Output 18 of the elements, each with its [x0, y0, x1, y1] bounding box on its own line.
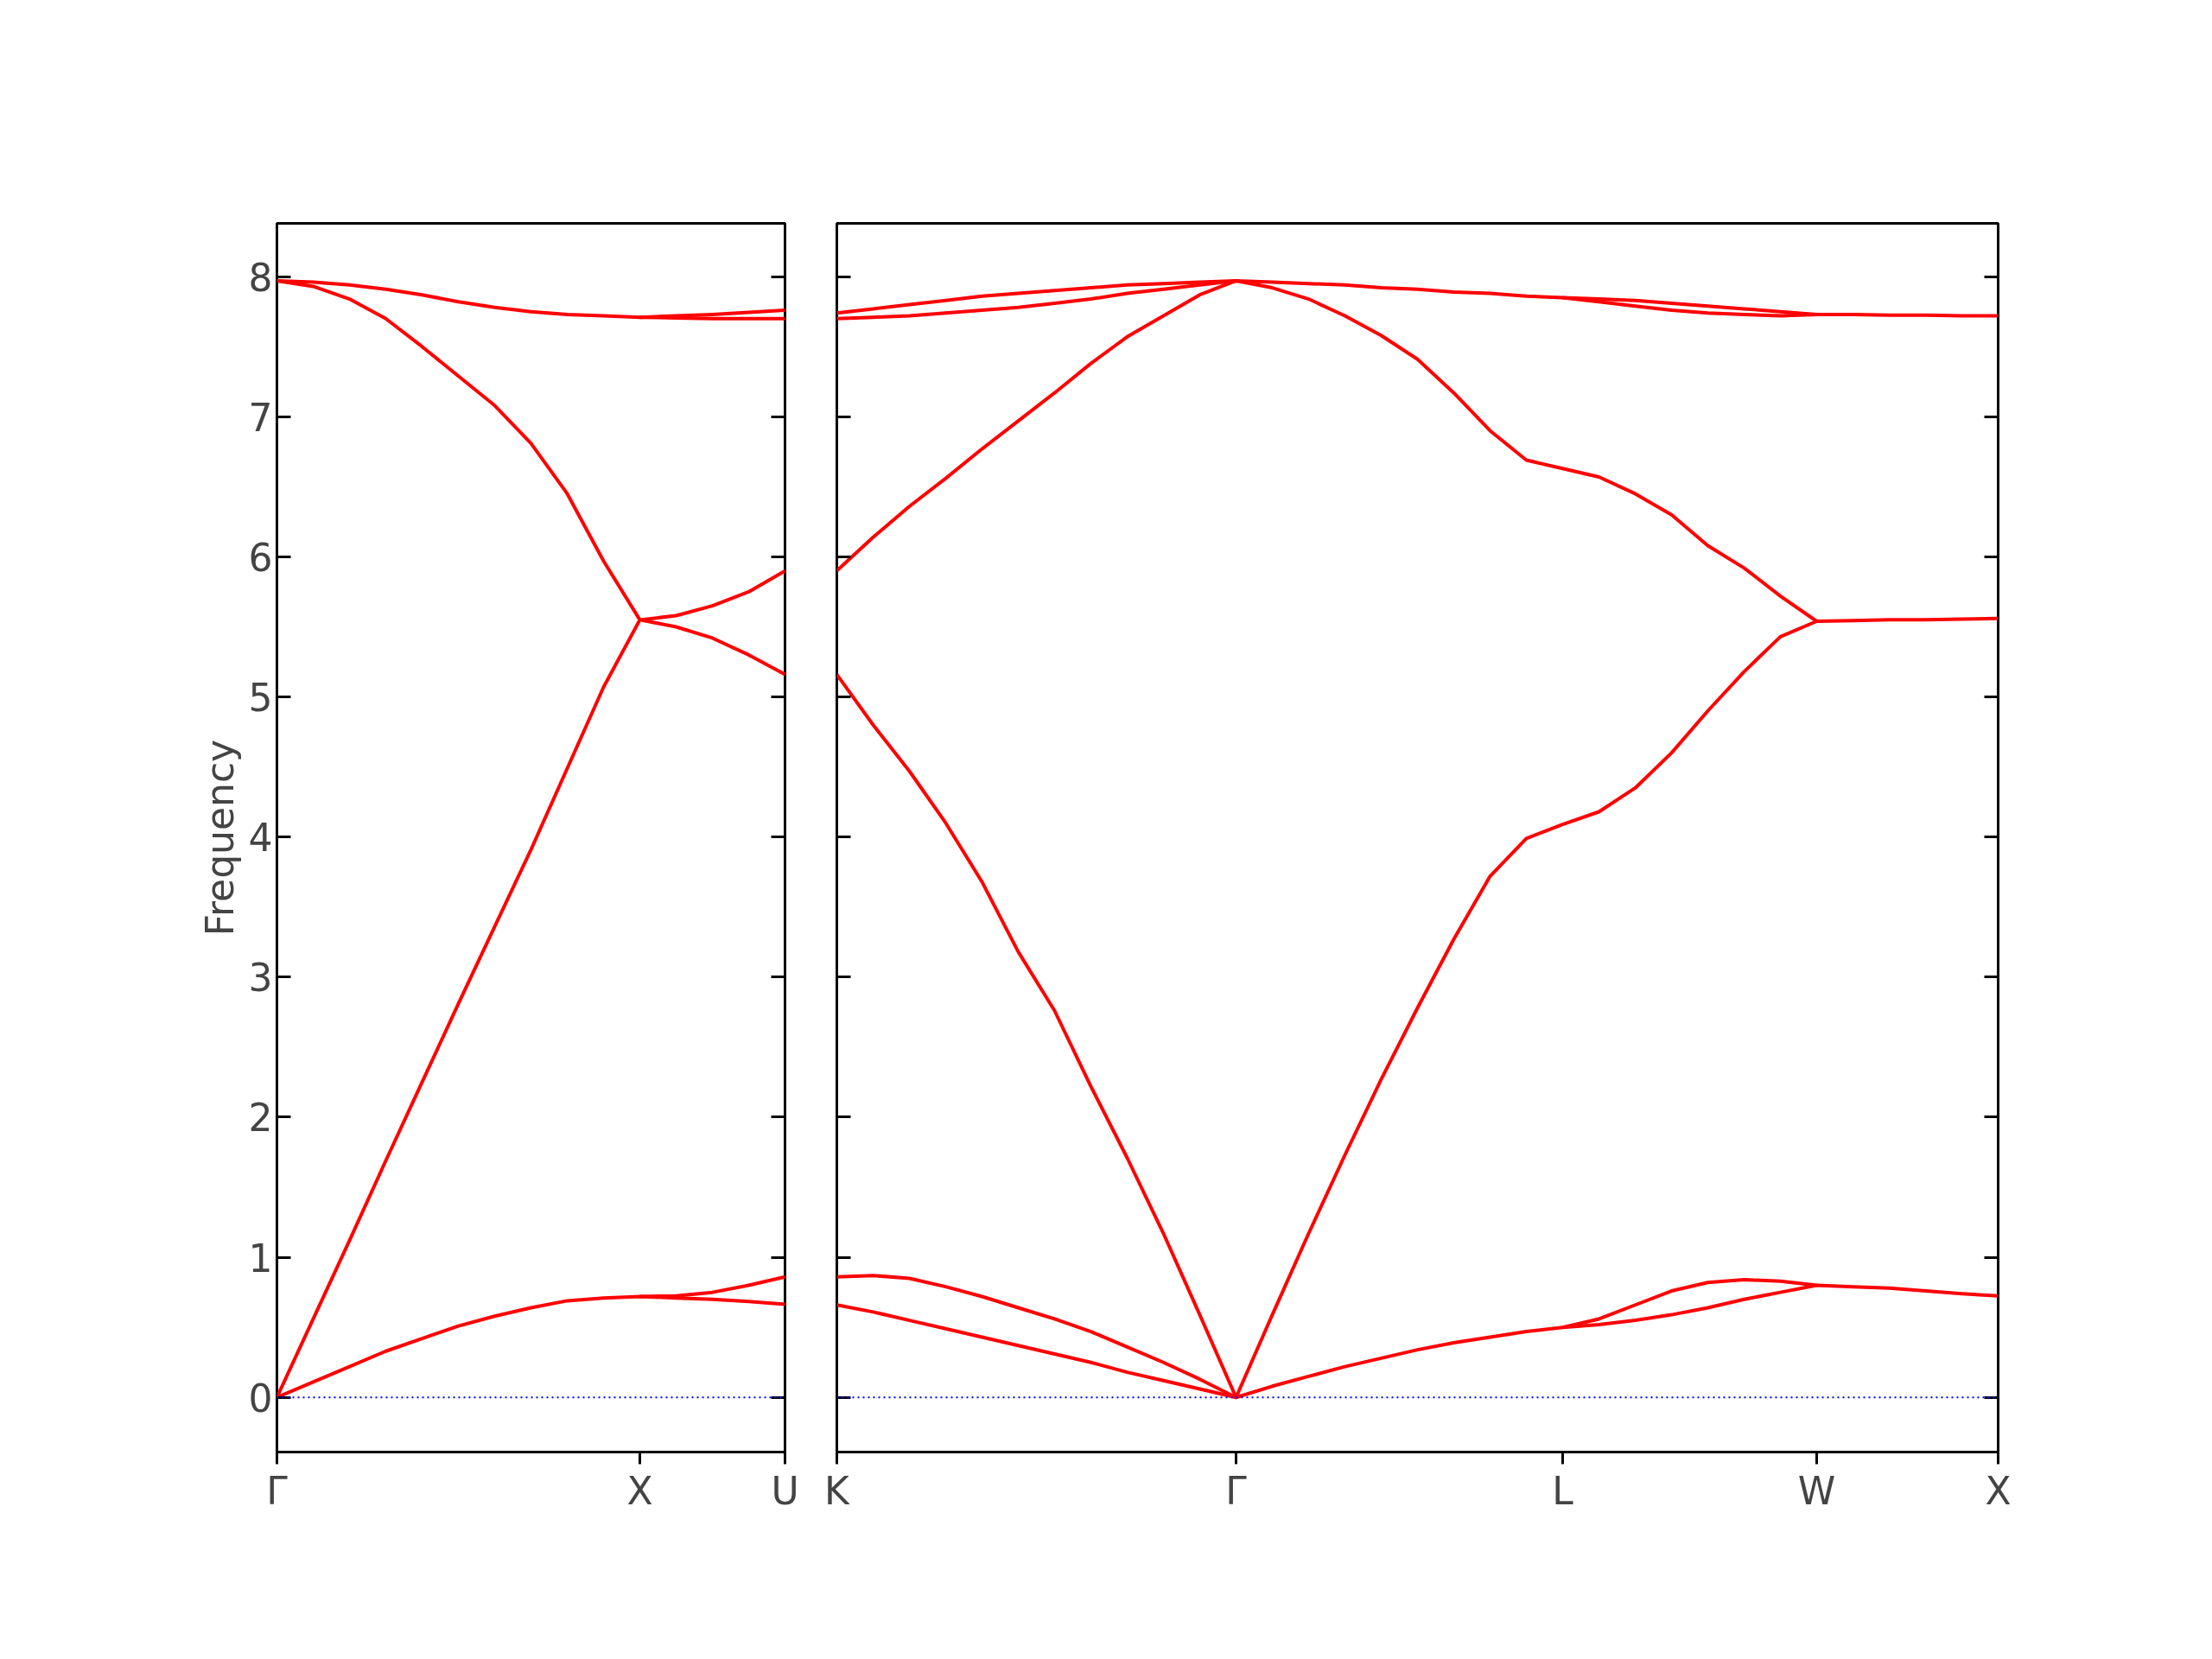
- x-tick-label: X: [626, 1468, 653, 1513]
- y-tick-label: 8: [248, 255, 273, 300]
- x-tick-label: Γ: [1225, 1468, 1248, 1513]
- x-tick-label: W: [1797, 1468, 1836, 1513]
- x-tick-label: X: [1985, 1468, 2012, 1513]
- y-tick-label: 3: [248, 956, 273, 1001]
- y-tick-label: 0: [248, 1376, 273, 1421]
- x-tick-label: Γ: [266, 1468, 289, 1513]
- x-tick-label: K: [824, 1468, 851, 1513]
- y-tick-label: 4: [248, 816, 273, 861]
- y-tick-label: 5: [248, 676, 273, 721]
- y-tick-label: 7: [248, 395, 273, 440]
- x-tick-label: U: [771, 1468, 799, 1513]
- y-axis-title: Frequency: [197, 739, 242, 937]
- y-tick-label: 6: [248, 535, 273, 580]
- x-tick-label: L: [1552, 1468, 1574, 1513]
- y-tick-label: 1: [248, 1236, 273, 1281]
- y-tick-label: 2: [248, 1096, 273, 1141]
